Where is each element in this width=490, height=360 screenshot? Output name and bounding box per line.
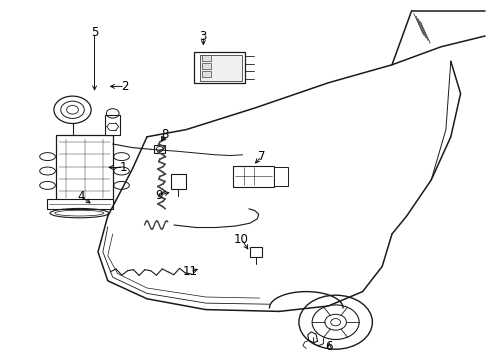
Text: 8: 8 [161,129,169,141]
Bar [202,55,211,61]
Text: 6: 6 [325,340,333,353]
Bar [202,71,211,77]
Bar [194,52,245,83]
Text: 9: 9 [155,189,163,202]
Bar [47,199,113,209]
Text: 2: 2 [121,80,129,93]
Text: 5: 5 [91,26,98,39]
Bar [200,55,242,81]
Bar [274,167,288,186]
Text: 1: 1 [120,161,127,174]
Text: 7: 7 [258,150,266,163]
Bar [56,135,113,202]
Bar [250,247,262,257]
Bar [105,115,120,135]
Text: 3: 3 [199,30,207,42]
Bar [171,174,186,189]
Bar [202,63,211,69]
Text: 4: 4 [77,190,85,203]
Bar [154,145,165,153]
Bar [233,166,274,187]
Text: 11: 11 [183,265,197,278]
Text: 10: 10 [234,233,249,246]
